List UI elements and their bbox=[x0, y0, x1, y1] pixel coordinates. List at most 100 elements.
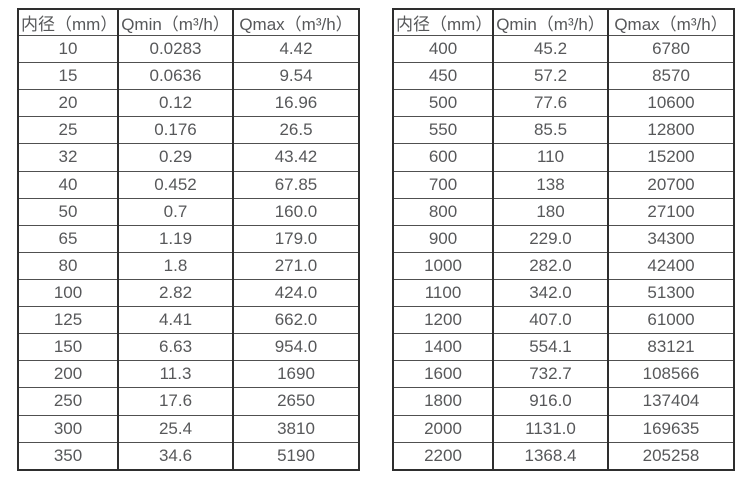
table-cell: 0.0636 bbox=[117, 62, 234, 91]
table-cell: 1800 bbox=[392, 387, 494, 416]
table-cell: 424.0 bbox=[232, 278, 360, 308]
table-cell: 108566 bbox=[607, 360, 735, 389]
table-cell: 1600 bbox=[392, 360, 494, 389]
table-cell: 110 bbox=[492, 143, 609, 172]
table-cell: 42400 bbox=[607, 251, 735, 280]
table-cell: 57.2 bbox=[492, 62, 609, 91]
header-qmax: Qmax（m³/h） bbox=[232, 8, 360, 36]
table-row: 700 138 20700 bbox=[392, 170, 735, 199]
table-cell: 16.96 bbox=[232, 89, 360, 118]
table-cell: 77.6 bbox=[492, 89, 609, 118]
table-cell: 26.5 bbox=[232, 116, 360, 145]
table-cell: 205258 bbox=[607, 441, 735, 471]
header-qmin: Qmin（m³/h） bbox=[117, 8, 234, 36]
table-cell: 0.7 bbox=[117, 197, 234, 226]
table-row: 1400 554.1 83121 bbox=[392, 333, 735, 362]
table-cell: 282.0 bbox=[492, 251, 609, 280]
table-cell: 0.12 bbox=[117, 89, 234, 118]
table-cell: 1.19 bbox=[117, 224, 234, 253]
table-cell: 34300 bbox=[607, 224, 735, 253]
table-cell: 9.54 bbox=[232, 62, 360, 91]
table-row: 450 57.2 8570 bbox=[392, 62, 735, 91]
table-cell: 32 bbox=[17, 143, 119, 172]
table-cell: 169635 bbox=[607, 414, 735, 443]
table-cell: 20 bbox=[17, 89, 119, 118]
table-cell: 17.6 bbox=[117, 387, 234, 416]
table-row: 350 34.6 5190 bbox=[17, 441, 360, 471]
table-row: 1000 282.0 42400 bbox=[392, 251, 735, 280]
table-cell: 407.0 bbox=[492, 306, 609, 335]
header-inner-diameter: 内径（mm） bbox=[17, 8, 119, 36]
table-row: 50 0.7 160.0 bbox=[17, 197, 360, 226]
table-cell: 25.4 bbox=[117, 414, 234, 443]
table-cell: 51300 bbox=[607, 278, 735, 308]
table-cell: 179.0 bbox=[232, 224, 360, 253]
table-cell: 1400 bbox=[392, 333, 494, 362]
table-row: 1800 916.0 137404 bbox=[392, 387, 735, 416]
table-row: 900 229.0 34300 bbox=[392, 224, 735, 253]
flow-table-large-diameters: 内径（mm） Qmin（m³/h） Qmax（m³/h） 400 45.2 6780… bbox=[392, 8, 735, 471]
table-cell: 10 bbox=[17, 34, 119, 64]
header-qmax: Qmax（m³/h） bbox=[607, 8, 735, 36]
table-cell: 80 bbox=[17, 251, 119, 280]
table-cell: 3810 bbox=[232, 414, 360, 443]
header-row: 内径（mm） Qmin（m³/h） Qmax（m³/h） bbox=[392, 8, 735, 36]
table-row: 600 110 15200 bbox=[392, 143, 735, 172]
table-row: 1200 407.0 61000 bbox=[392, 306, 735, 335]
table-cell: 40 bbox=[17, 170, 119, 199]
table-cell: 554.1 bbox=[492, 333, 609, 362]
table-row: 100 2.82 424.0 bbox=[17, 278, 360, 308]
table-row: 1600 732.7 108566 bbox=[392, 360, 735, 389]
table-cell: 137404 bbox=[607, 387, 735, 416]
header-qmin: Qmin（m³/h） bbox=[492, 8, 609, 36]
table-cell: 12800 bbox=[607, 116, 735, 145]
table-row: 10 0.0283 4.42 bbox=[17, 34, 360, 64]
table-cell: 125 bbox=[17, 306, 119, 335]
table-cell: 0.0283 bbox=[117, 34, 234, 64]
table-cell: 342.0 bbox=[492, 278, 609, 308]
table-row: 500 77.6 10600 bbox=[392, 89, 735, 118]
table-cell: 450 bbox=[392, 62, 494, 91]
table-cell: 45.2 bbox=[492, 34, 609, 64]
table-row: 400 45.2 6780 bbox=[392, 34, 735, 64]
table-row: 65 1.19 179.0 bbox=[17, 224, 360, 253]
table-cell: 65 bbox=[17, 224, 119, 253]
table-row: 300 25.4 3810 bbox=[17, 414, 360, 443]
table-row: 150 6.63 954.0 bbox=[17, 333, 360, 362]
table-row: 80 1.8 271.0 bbox=[17, 251, 360, 280]
table-cell: 2.82 bbox=[117, 278, 234, 308]
table-cell: 400 bbox=[392, 34, 494, 64]
table-cell: 180 bbox=[492, 197, 609, 226]
table-cell: 11.3 bbox=[117, 360, 234, 389]
header-inner-diameter: 内径（mm） bbox=[392, 8, 494, 36]
table-row: 250 17.6 2650 bbox=[17, 387, 360, 416]
table-cell: 15 bbox=[17, 62, 119, 91]
table-row: 550 85.5 12800 bbox=[392, 116, 735, 145]
table-row: 15 0.0636 9.54 bbox=[17, 62, 360, 91]
table-cell: 34.6 bbox=[117, 441, 234, 471]
table-cell: 10600 bbox=[607, 89, 735, 118]
table-cell: 27100 bbox=[607, 197, 735, 226]
table-row: 2200 1368.4 205258 bbox=[392, 441, 735, 471]
table-cell: 50 bbox=[17, 197, 119, 226]
table-cell: 2650 bbox=[232, 387, 360, 416]
table-cell: 200 bbox=[17, 360, 119, 389]
table-cell: 250 bbox=[17, 387, 119, 416]
table-cell: 1000 bbox=[392, 251, 494, 280]
table-header: 内径（mm） Qmin（m³/h） Qmax（m³/h） bbox=[17, 8, 360, 36]
table-cell: 4.41 bbox=[117, 306, 234, 335]
table-cell: 67.85 bbox=[232, 170, 360, 199]
table-cell: 0.176 bbox=[117, 116, 234, 145]
table-cell: 271.0 bbox=[232, 251, 360, 280]
table-cell: 4.42 bbox=[232, 34, 360, 64]
table-cell: 1131.0 bbox=[492, 414, 609, 443]
table-row: 1100 342.0 51300 bbox=[392, 278, 735, 308]
table-cell: 150 bbox=[17, 333, 119, 362]
table-cell: 1.8 bbox=[117, 251, 234, 280]
table-cell: 138 bbox=[492, 170, 609, 199]
table-cell: 350 bbox=[17, 441, 119, 471]
table-cell: 2000 bbox=[392, 414, 494, 443]
table-cell: 732.7 bbox=[492, 360, 609, 389]
table-cell: 1100 bbox=[392, 278, 494, 308]
table-cell: 15200 bbox=[607, 143, 735, 172]
